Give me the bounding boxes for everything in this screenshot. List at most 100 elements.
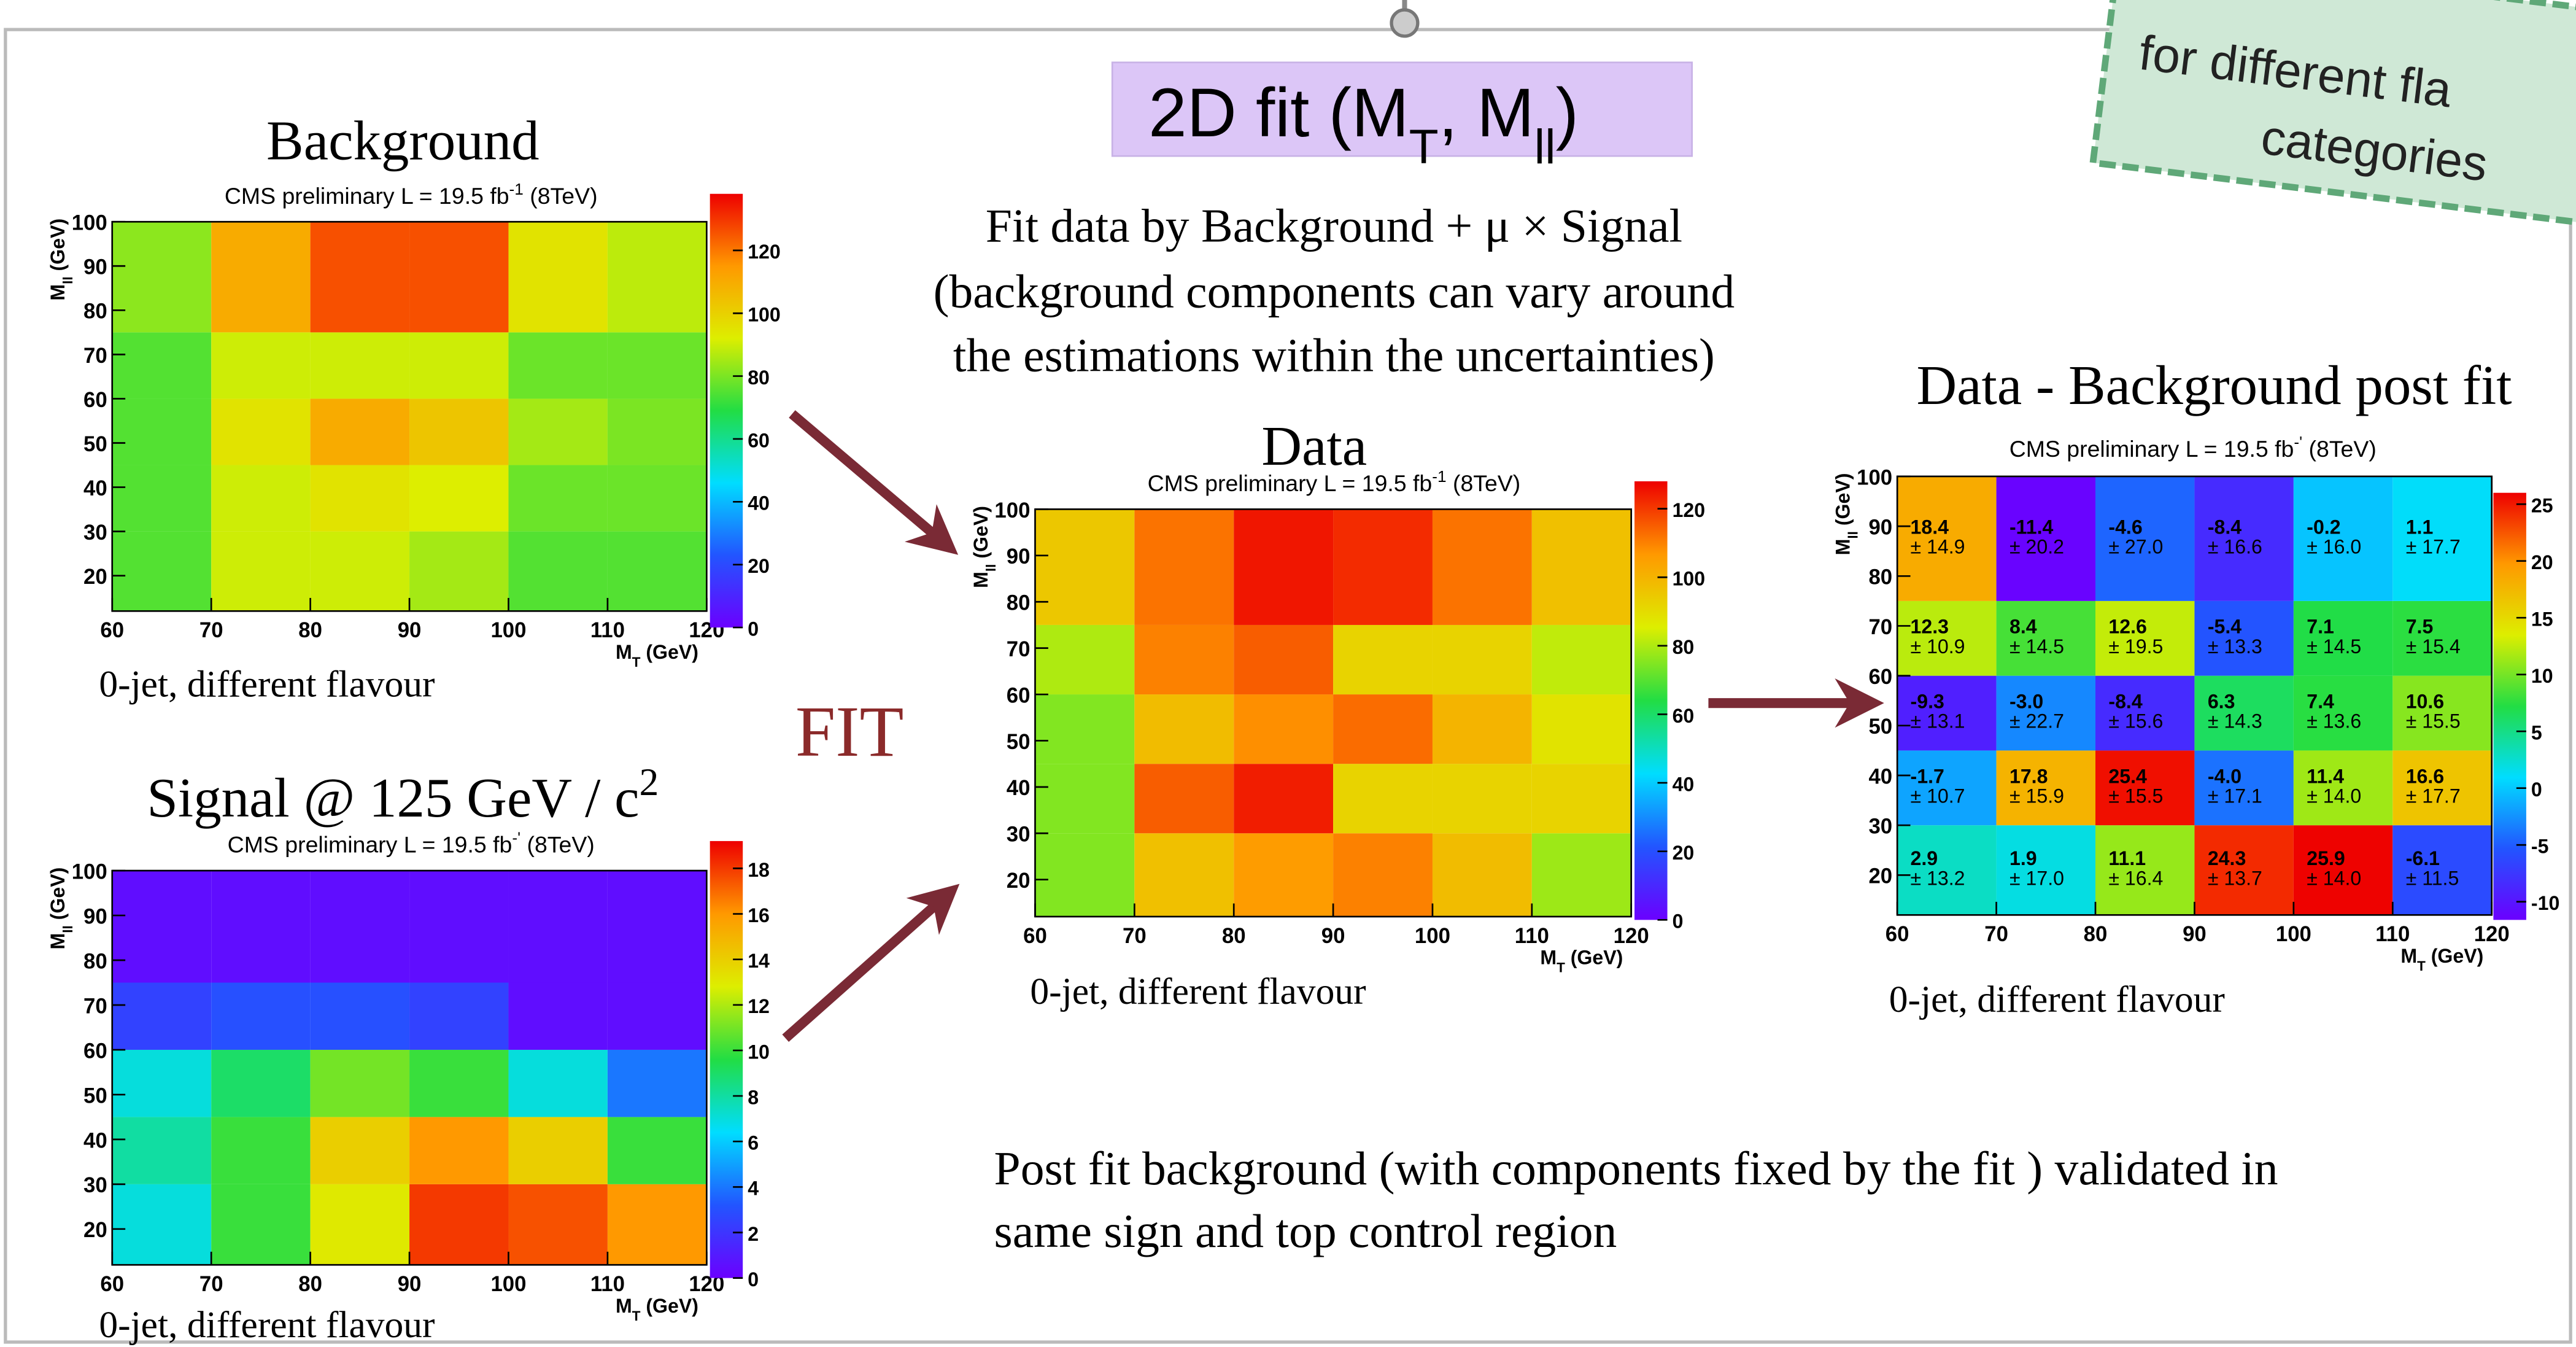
cell-error-label: ± 13.1	[1911, 710, 1965, 732]
cell-value-label: 12.6	[2108, 616, 2146, 638]
heatmap-cell	[409, 983, 508, 1050]
heatmap-cell	[112, 398, 211, 465]
chart-subtitle: CMS preliminary L = 19.5 fb-1 (8TeV)	[225, 180, 598, 209]
heatmap-cell	[1134, 625, 1234, 694]
colorbar-tick-label: 14	[748, 950, 770, 972]
heatmap-cell	[112, 1050, 211, 1117]
heatmap-cell	[311, 532, 409, 611]
y-tick-label: 70	[83, 995, 107, 1018]
heatmap-cell	[1333, 764, 1433, 833]
cell-error-label: ± 15.9	[2009, 785, 2064, 807]
text-segment: T	[1409, 120, 1439, 174]
x-tick-label: 80	[298, 1273, 322, 1296]
fit-label: FIT	[795, 692, 904, 772]
cell-value-label: -9.3	[1911, 691, 1944, 713]
x-tick-label: 110	[590, 619, 625, 642]
cell-error-label: ± 13.7	[2208, 867, 2262, 889]
y-tick-label: 60	[83, 1039, 107, 1063]
colorbar-tick-label: 12	[748, 995, 770, 1017]
cell-value-label: -3.0	[2009, 691, 2043, 713]
x-tick-label: 100	[1415, 925, 1450, 948]
cell-error-label: ± 19.5	[2108, 635, 2163, 658]
heatmap-cell	[1532, 509, 1631, 625]
cell-value-label: 7.1	[2307, 616, 2334, 638]
cell-value-label: -1.7	[1911, 765, 1944, 787]
cell-value-label: -11.4	[2009, 516, 2054, 538]
colorbar-tick-label: 2	[748, 1223, 759, 1245]
x-tick-label: 70	[1984, 923, 2008, 946]
heatmap-cell	[508, 332, 607, 398]
cell-error-label: ± 20.2	[2009, 535, 2064, 557]
page: 2D fit (MT, Mll) Fit data by Background …	[0, 0, 2576, 1347]
x-tick-label: 100	[490, 1273, 526, 1296]
heatmap-cell	[608, 871, 706, 982]
x-tick-label: 120	[2474, 923, 2510, 946]
heatmap-cell	[112, 465, 211, 532]
colorbar-tick-label: 5	[2531, 722, 2542, 744]
heatmap-cell	[409, 465, 508, 532]
cell-value-label: 11.4	[2307, 765, 2344, 787]
text-segment: ll	[983, 564, 998, 572]
colorbar-tick-label: 20	[1673, 842, 1695, 864]
text-segment: (GeV)	[1832, 473, 1854, 532]
colorbar-tick-label: 10	[2531, 665, 2553, 687]
colorbar-tick-label: 100	[1673, 568, 1706, 590]
text-segment: M	[616, 641, 632, 663]
cell-value-label: 1.9	[2009, 847, 2037, 869]
cell-value-label: 10.6	[2406, 691, 2444, 713]
cell-error-label: ± 11.5	[2406, 867, 2459, 889]
x-tick-label: 60	[1023, 925, 1047, 948]
slide: 2D fit (MT, Mll) Fit data by Background …	[0, 0, 2576, 1347]
text-segment: ll	[60, 925, 75, 933]
x-tick-label: 110	[590, 1273, 625, 1296]
text-segment: Data	[1261, 415, 1367, 477]
text-segment: (8TeV)	[524, 183, 598, 209]
text-segment: (GeV)	[47, 219, 69, 277]
heatmap-cell	[409, 871, 508, 982]
heatmap-cell	[608, 332, 706, 398]
x-tick-label: 90	[398, 619, 422, 642]
cell-value-label: 11.1	[2108, 847, 2146, 869]
colorbar-tick-label: 80	[748, 367, 770, 389]
text-segment: -'	[512, 829, 520, 847]
colorbar-tick-label: 25	[2531, 495, 2553, 517]
cell-error-label: ± 27.0	[2108, 535, 2163, 557]
colorbar-tick-label: 0	[748, 618, 759, 640]
y-tick-label: 90	[1868, 516, 1892, 539]
heatmap-cell	[1234, 625, 1333, 694]
colorbar-tick-label: -5	[2531, 836, 2549, 858]
text-segment: CMS preliminary L = 19.5 fb	[225, 183, 509, 209]
x-tick-label: 120	[1614, 925, 1649, 948]
text-segment: (GeV)	[640, 1295, 698, 1317]
heatmap-cell	[1333, 509, 1433, 625]
cell-error-label: ± 17.7	[2406, 535, 2461, 557]
heatmap-cell	[1134, 509, 1234, 625]
heatmap-cell	[311, 1184, 409, 1265]
cell-value-label: 2.9	[1911, 847, 1938, 869]
colorbar-tick-label: -10	[2531, 892, 2559, 914]
heatmap-cell	[112, 1117, 211, 1184]
y-tick-label: 50	[83, 1084, 107, 1108]
y-tick-label: 20	[1868, 865, 1892, 888]
heatmap-cell	[1035, 833, 1134, 917]
heatmap-cell	[311, 1050, 409, 1117]
colorbar-tick-label: 120	[748, 241, 781, 263]
y-tick-label: 90	[1007, 545, 1031, 569]
heatmap-cell	[1333, 694, 1433, 764]
heatmap-cell	[1433, 625, 1532, 694]
chart-title: Signal @ 125 GeV / c2	[147, 759, 659, 829]
cell-error-label: ± 17.0	[2009, 867, 2064, 889]
text-segment: CMS preliminary L = 19.5 fb	[1148, 470, 1433, 496]
text-segment: (GeV)	[970, 506, 992, 564]
y-tick-label: 50	[1868, 715, 1892, 739]
colorbar-tick-label: 16	[748, 904, 770, 926]
colorbar-tick-label: 20	[748, 555, 770, 577]
cell-value-label: -6.1	[2406, 847, 2440, 869]
cell-value-label: -8.4	[2208, 516, 2241, 538]
y-tick-label: 70	[1868, 616, 1892, 639]
text-segment: -1	[1432, 467, 1446, 486]
caption: 0-jet, different flavour	[1889, 979, 2225, 1020]
colorbar-tick-label: 0	[748, 1268, 759, 1291]
heatmap-cell	[311, 1117, 409, 1184]
cell-error-label: ± 14.0	[2307, 785, 2361, 807]
